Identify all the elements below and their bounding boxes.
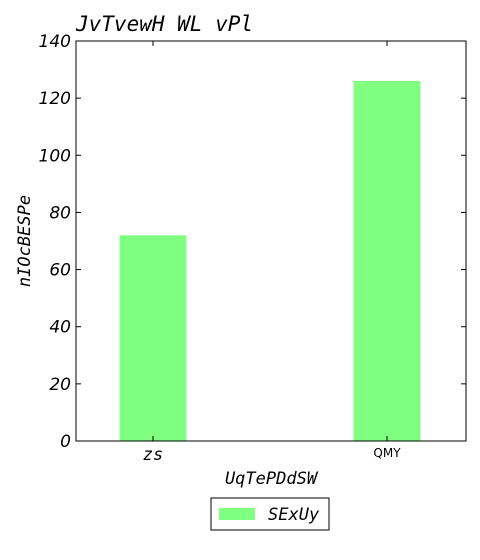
plot-frame	[75, 40, 467, 442]
y-tick-label-0: 0	[60, 432, 71, 452]
x-tick-label-qmy: QMY	[373, 446, 401, 460]
legend-swatch	[219, 508, 255, 520]
y-axis-label: nIOcBESPe	[15, 195, 35, 287]
y-tick-label-20: 20	[49, 375, 71, 395]
y-tick-label-80: 80	[49, 203, 71, 223]
y-tick-label-100: 100	[39, 146, 71, 166]
y-tick-label-60: 60	[49, 261, 71, 281]
legend-label: SExUy	[268, 505, 320, 525]
y-tick-label-140: 140	[39, 32, 71, 52]
chart-title: JvTvewH WL vPl	[75, 12, 253, 36]
bar-zs	[119, 235, 187, 441]
legend: SExUy	[210, 497, 330, 531]
y-tick-label-120: 120	[39, 89, 71, 109]
x-tick-label-zs: zs	[143, 445, 163, 465]
x-axis-label: UqTePDdSW	[225, 469, 319, 489]
bar-qmy	[353, 81, 421, 441]
y-tick-label-40: 40	[49, 318, 71, 338]
